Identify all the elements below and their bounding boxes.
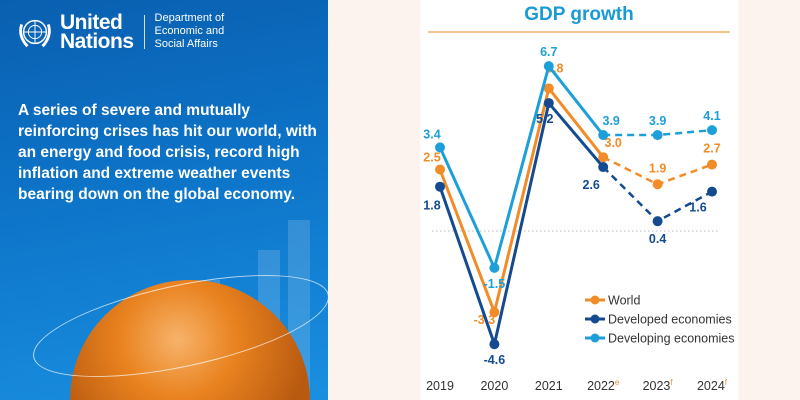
x-tick-label: 2022e [587,378,620,393]
data-label: -3.3 [474,313,496,327]
org-name-line1: United [60,10,123,34]
x-tick-label: 2024f [697,378,728,393]
data-point [652,216,663,227]
data-label: 2.5 [423,151,440,165]
data-label: 0.4 [649,232,666,246]
data-label: -1.5 [484,277,506,291]
data-label: 3.9 [649,114,666,128]
headline-text: A series of severe and mutually reinforc… [18,102,317,203]
series-line-1 [438,99,605,350]
data-point [707,186,717,197]
data-point [435,164,445,175]
data-label: 1.6 [689,201,706,215]
dept-line1: Department of [154,12,225,24]
data-point [543,98,554,109]
legend-label: Developing economies [608,332,734,346]
data-label: 3.9 [603,114,620,128]
chart-card [420,0,738,400]
logo-divider [143,14,145,49]
dept-line2: Economic and [154,25,225,37]
data-label: 5.2 [536,112,553,126]
un-wordmark: United Nations [60,10,134,53]
legend-marker [590,333,600,343]
data-point [489,262,500,273]
un-emblem-icon [19,19,51,47]
data-point [598,130,609,141]
data-point [435,142,445,153]
data-label: 6.7 [540,45,557,59]
x-tick-label: 2020 [480,379,508,393]
data-label: -4.6 [484,353,506,367]
data-point [598,152,609,163]
data-point [489,307,500,318]
data-label: 2.7 [703,142,720,156]
data-label: 3.4 [423,127,440,141]
info-panel: United Nations Department of Economic an… [0,0,328,400]
legend-marker [590,314,600,324]
x-tick-label: 2023f [643,378,674,393]
legend-label: Developed economies [608,313,732,327]
legend-label: World [608,294,640,308]
data-point [543,83,554,94]
data-point [435,181,445,192]
title-divider [428,31,730,33]
x-tick-label: 2021 [535,379,563,393]
series-line-2 [438,62,605,273]
data-label: 1.9 [649,161,666,175]
x-tick-label: 2019 [426,379,454,393]
legend-marker [590,295,600,305]
un-logo: United Nations Department of Economic an… [16,10,225,53]
data-point [598,162,609,173]
data-label: 3.0 [605,136,622,150]
data-point [489,339,500,350]
series-line-0 [438,84,605,318]
data-label: 4.1 [703,109,720,123]
data-point [707,159,717,170]
data-label: 2.6 [583,178,600,192]
org-name-line2: Nations [60,29,134,53]
department-name: Department of Economic and Social Affair… [155,12,225,51]
data-point [543,61,554,72]
chart-title: GDP growth [524,4,634,25]
data-point [652,130,663,141]
data-label: 1.8 [423,199,440,213]
data-point [707,125,717,136]
data-point [652,179,663,190]
dept-line3: Social Affairs [154,38,218,50]
